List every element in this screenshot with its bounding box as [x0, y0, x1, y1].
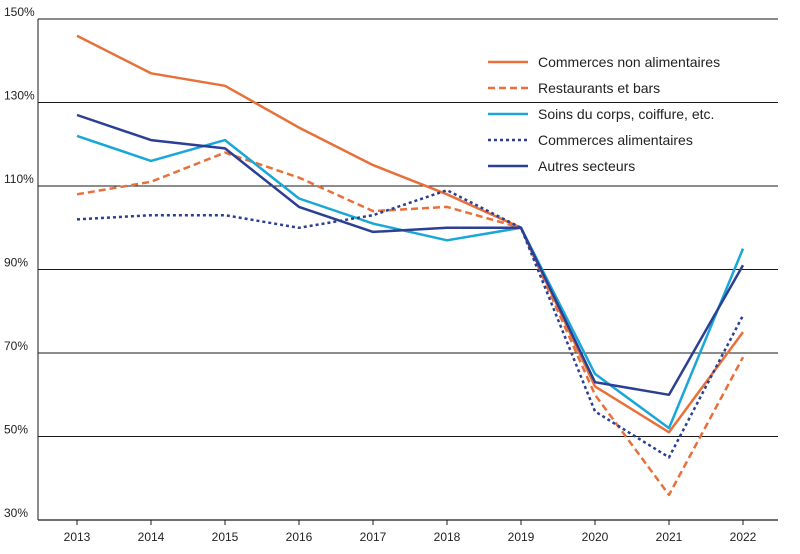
- legend-entry-label: Commerces non alimentaires: [538, 54, 720, 70]
- x-tick-label: 2020: [582, 530, 609, 544]
- series-line-5: [76, 113, 745, 397]
- legend-entry-label: Restaurants et bars: [538, 80, 660, 96]
- y-tick-label: 70%: [4, 339, 28, 353]
- legend-entry-label: Commerces alimentaires: [538, 132, 693, 148]
- x-tick-label: 2017: [360, 530, 387, 544]
- y-tick-label: 110%: [4, 172, 34, 186]
- x-tick-label: 2016: [286, 530, 313, 544]
- x-tick-label: 2014: [138, 530, 165, 544]
- x-tick-label: 2021: [656, 530, 683, 544]
- legend: Commerces non alimentaires Restaurants et…: [488, 54, 720, 174]
- x-tick-label: 2022: [730, 530, 757, 544]
- y-tick-label: 30%: [4, 506, 28, 520]
- y-tick-label: 50%: [4, 423, 28, 437]
- x-tick-label: 2015: [212, 530, 239, 544]
- x-tick-label: 2019: [508, 530, 535, 544]
- y-tick-label: 130%: [4, 89, 35, 103]
- legend-entry-label: Autres secteurs: [538, 158, 635, 174]
- series-line-4: [76, 188, 745, 459]
- legend-entry-label: Soins du corps, coiffure, etc.: [538, 106, 714, 122]
- grid-lines: [37, 18, 778, 520]
- series-line-1: [76, 34, 745, 434]
- x-tick-label: 2013: [64, 530, 91, 544]
- y-axis-tick-labels: 30% 50% 70% 90% 110% 130% 150%: [4, 5, 35, 520]
- series-line-3: [76, 134, 745, 430]
- x-axis: 2013 2014 2015 2016 2017 2018 2019 2020 2021 2022: [38, 519, 778, 544]
- x-tick-label: 2018: [434, 530, 461, 544]
- series-lines: [76, 34, 745, 497]
- y-tick-label: 150%: [4, 5, 35, 19]
- series-line-2: [76, 151, 745, 497]
- y-tick-label: 90%: [4, 256, 28, 270]
